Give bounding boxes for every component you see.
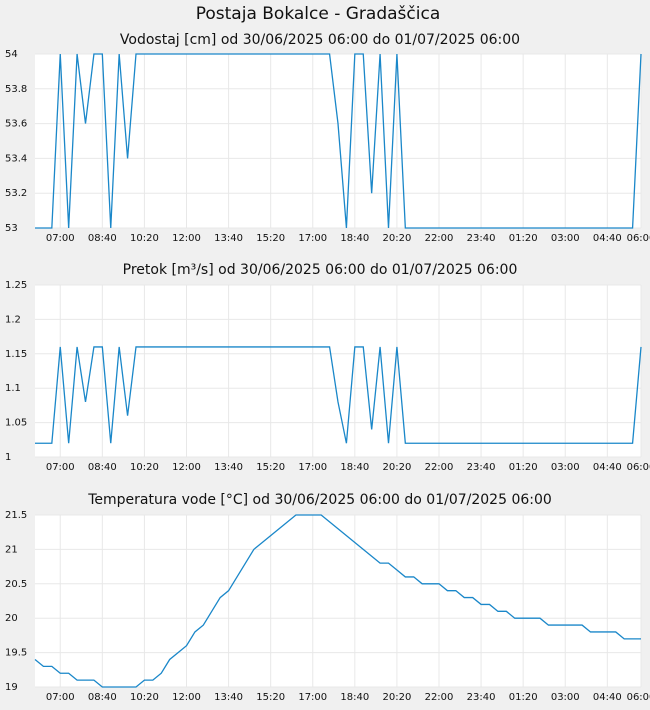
y-tick-label: 1.1 xyxy=(5,383,21,394)
x-tick-label: 13:40 xyxy=(214,233,243,244)
x-tick-label: 07:00 xyxy=(46,233,75,244)
x-tick-label: 12:00 xyxy=(172,462,201,473)
y-tick-label: 19 xyxy=(5,682,18,693)
y-tick-label: 53.8 xyxy=(5,84,27,95)
x-tick-label: 07:00 xyxy=(46,462,75,473)
x-tick-label: 12:00 xyxy=(172,233,201,244)
plot-area xyxy=(35,54,641,228)
x-tick-label: 22:00 xyxy=(425,233,454,244)
x-tick-label: 23:40 xyxy=(467,462,496,473)
x-tick-label: 17:00 xyxy=(298,462,327,473)
y-tick-label: 1.25 xyxy=(5,280,27,291)
y-tick-label: 20 xyxy=(5,613,18,624)
x-tick-label: 18:40 xyxy=(340,462,369,473)
data-line xyxy=(34,514,641,688)
x-tick-label: 23:40 xyxy=(467,233,496,244)
y-tick-label: 20.5 xyxy=(5,579,27,590)
x-tick-label: 15:20 xyxy=(256,233,285,244)
x-tick-label: 06:00 xyxy=(627,692,650,703)
chart-title: Vodostaj [cm] od 30/06/2025 06:00 do 01/… xyxy=(120,32,520,48)
x-tick-label: 03:00 xyxy=(551,462,580,473)
x-tick-label: 20:20 xyxy=(383,233,412,244)
page-title: Postaja Bokalce - Gradaščica xyxy=(196,4,441,24)
x-tick-label: 17:00 xyxy=(298,233,327,244)
data-line xyxy=(35,53,642,229)
x-tick-label: 13:40 xyxy=(214,692,243,703)
y-tick-label: 1.05 xyxy=(5,418,27,429)
x-tick-label: 22:00 xyxy=(425,462,454,473)
x-tick-label: 20:20 xyxy=(383,462,412,473)
x-tick-label: 06:00 xyxy=(627,233,650,244)
x-tick-label: 20:20 xyxy=(383,692,412,703)
y-tick-label: 21 xyxy=(5,544,18,555)
x-tick-label: 15:20 xyxy=(256,692,285,703)
x-tick-label: 04:40 xyxy=(593,462,622,473)
x-tick-label: 03:00 xyxy=(551,692,580,703)
x-tick-label: 23:40 xyxy=(467,692,496,703)
x-tick-label: 10:20 xyxy=(130,233,159,244)
y-tick-label: 1.15 xyxy=(5,349,27,360)
x-tick-label: 12:00 xyxy=(172,692,201,703)
chart-title: Pretok [m³/s] od 30/06/2025 06:00 do 01/… xyxy=(123,262,518,278)
y-tick-label: 1.2 xyxy=(5,314,21,325)
x-tick-label: 15:20 xyxy=(256,462,285,473)
x-tick-label: 10:20 xyxy=(130,462,159,473)
plot-area xyxy=(35,285,641,457)
data-line xyxy=(35,346,642,444)
x-tick-label: 01:20 xyxy=(509,692,538,703)
x-tick-label: 06:00 xyxy=(627,462,650,473)
x-tick-label: 07:00 xyxy=(46,692,75,703)
x-tick-label: 08:40 xyxy=(88,692,117,703)
x-tick-label: 22:00 xyxy=(425,692,454,703)
x-tick-label: 13:40 xyxy=(214,462,243,473)
x-tick-label: 03:00 xyxy=(551,233,580,244)
x-tick-label: 10:20 xyxy=(130,692,159,703)
y-tick-label: 54 xyxy=(5,49,18,60)
y-tick-label: 19.5 xyxy=(5,648,27,659)
x-tick-label: 18:40 xyxy=(340,233,369,244)
x-tick-label: 08:40 xyxy=(88,233,117,244)
y-tick-label: 53 xyxy=(5,223,18,234)
x-tick-label: 08:40 xyxy=(88,462,117,473)
y-tick-label: 1 xyxy=(5,452,11,463)
x-tick-label: 17:00 xyxy=(298,692,327,703)
chart-title: Temperatura vode [°C] od 30/06/2025 06:0… xyxy=(87,492,552,508)
x-tick-label: 04:40 xyxy=(593,233,622,244)
x-tick-label: 18:40 xyxy=(340,692,369,703)
x-tick-label: 04:40 xyxy=(593,692,622,703)
x-tick-label: 01:20 xyxy=(509,462,538,473)
y-tick-label: 53.2 xyxy=(5,188,27,199)
y-tick-label: 21.5 xyxy=(5,510,27,521)
plot-area xyxy=(35,515,641,687)
x-tick-label: 01:20 xyxy=(509,233,538,244)
y-tick-label: 53.4 xyxy=(5,153,27,164)
y-tick-label: 53.6 xyxy=(5,119,27,130)
